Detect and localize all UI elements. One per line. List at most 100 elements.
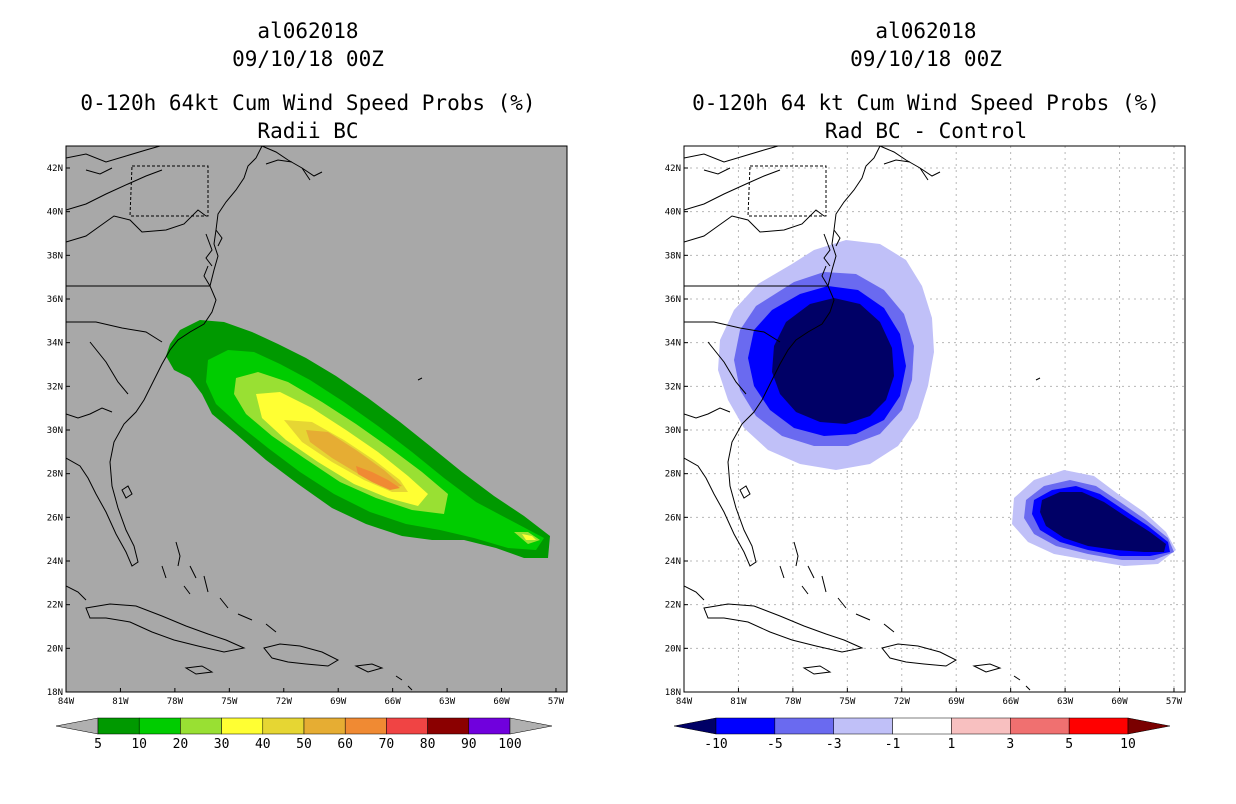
lon-label: 69W <box>948 697 965 707</box>
colorbar-swatch <box>180 717 222 735</box>
colorbar-label: 10 <box>1120 737 1136 752</box>
lon-label: 81W <box>112 697 129 707</box>
colorbar-label: -10 <box>704 737 727 752</box>
lon-label: 84W <box>676 697 693 707</box>
colorbar-swatch <box>715 717 776 735</box>
colorbar-under-triangle <box>673 717 717 735</box>
colorbar-label: 1 <box>948 737 956 752</box>
lat-label: 22N <box>47 601 63 611</box>
right-subtitle: Rad BC - Control <box>825 119 1027 143</box>
lat-label: 38N <box>665 251 681 261</box>
lat-label: 18N <box>665 688 681 698</box>
lat-label: 38N <box>47 251 63 261</box>
lat-label: 24N <box>665 557 681 567</box>
colorbar-swatch <box>427 717 470 735</box>
right-gridlines <box>684 146 1185 692</box>
colorbar-label: 5 <box>1065 737 1073 752</box>
colorbar-swatch <box>774 717 834 735</box>
colorbar-swatch <box>303 717 346 735</box>
colorbar-label: 50 <box>296 737 312 752</box>
lat-label: 20N <box>665 644 681 654</box>
colorbar-label: 5 <box>94 737 102 752</box>
colorbar-over-triangle <box>509 717 553 735</box>
lon-label: 78W <box>785 697 802 707</box>
left-contour-60 <box>356 466 400 490</box>
colorbar-swatch <box>262 717 305 735</box>
lat-label: 40N <box>47 208 63 218</box>
lat-label: 32N <box>47 382 63 392</box>
left-datetime: 09/10/18 00Z <box>232 47 384 71</box>
left-contour-50 <box>306 430 402 488</box>
lon-label: 66W <box>1003 697 1020 707</box>
lon-label: 72W <box>276 697 293 707</box>
colorbar-label: -5 <box>767 737 783 752</box>
left-axis-labels: 42N40N38N36N34N32N30N28N26N24N22N20N18N8… <box>47 164 565 707</box>
left-colorbar: 5 10 20 30 40 50 60 70 80 90 100 <box>55 717 553 752</box>
lat-label: 24N <box>47 557 63 567</box>
colorbar-label: 3 <box>1006 737 1014 752</box>
colorbar-swatch <box>951 717 1011 735</box>
lon-label: 60W <box>493 697 510 707</box>
colorbar-label: 30 <box>214 737 230 752</box>
lon-label: 78W <box>167 697 184 707</box>
lon-label: 63W <box>1057 697 1074 707</box>
left-title: 0-120h 64kt Cum Wind Speed Probs (%) <box>80 91 535 115</box>
left-map-frame <box>65 145 568 693</box>
colorbar-label: 10 <box>131 737 147 752</box>
lat-label: 20N <box>47 644 63 654</box>
lon-label: 75W <box>221 697 238 707</box>
lat-label: 34N <box>665 339 681 349</box>
right-map-frame <box>683 145 1186 693</box>
left-storm-id: al062018 <box>257 19 358 43</box>
lon-label: 84W <box>58 697 75 707</box>
left-panel: al062018 09/10/18 00Z 0-120h 64kt Cum Wi… <box>47 19 568 752</box>
lon-label: 57W <box>1166 697 1183 707</box>
right-title: 0-120h 64 kt Cum Wind Speed Probs (%) <box>692 91 1160 115</box>
right-storm-id: al062018 <box>875 19 976 43</box>
colorbar-swatch <box>386 717 428 735</box>
lon-label: 81W <box>730 697 747 707</box>
lat-label: 28N <box>47 470 63 480</box>
lat-label: 22N <box>665 601 681 611</box>
colorbar-swatch <box>221 717 264 735</box>
left-contour-30 <box>256 392 536 540</box>
colorbar-under-triangle <box>55 717 99 735</box>
colorbar-swatch <box>1010 717 1070 735</box>
colorbar-label: 40 <box>255 737 271 752</box>
right-axis-labels: 42N40N38N36N34N32N30N28N26N24N22N20N18N8… <box>665 164 1183 707</box>
lon-label: 66W <box>385 697 402 707</box>
lat-label: 26N <box>47 513 63 523</box>
lat-label: 34N <box>47 339 63 349</box>
right-contour-neg10-a <box>772 298 894 424</box>
lat-label: 28N <box>665 470 681 480</box>
lat-label: 32N <box>665 382 681 392</box>
colorbar-swatch <box>138 717 181 735</box>
colorbar-swatch <box>892 717 952 735</box>
right-map-area <box>684 146 1185 692</box>
left-subtitle: Radii BC <box>257 119 358 143</box>
lat-label: 36N <box>47 295 63 305</box>
lat-label: 30N <box>665 426 681 436</box>
lon-label: 57W <box>548 697 565 707</box>
lat-label: 36N <box>665 295 681 305</box>
lat-label: 30N <box>47 426 63 436</box>
colorbar-label: 60 <box>337 737 353 752</box>
right-contour-neg10-b <box>1040 492 1166 552</box>
lon-label: 69W <box>330 697 347 707</box>
colorbar-swatch <box>833 717 893 735</box>
lon-label: 72W <box>894 697 911 707</box>
colorbar-label: 20 <box>173 737 189 752</box>
left-map-area <box>66 146 550 691</box>
colorbar-label: 100 <box>498 737 521 752</box>
colorbar-label: 90 <box>461 737 477 752</box>
colorbar-swatch <box>97 717 140 735</box>
colorbar-label: -1 <box>885 737 901 752</box>
right-panel: al062018 09/10/18 00Z 0-120h 64 kt Cum W… <box>665 19 1186 752</box>
lon-label: 60W <box>1111 697 1128 707</box>
lat-label: 42N <box>665 164 681 174</box>
colorbar-label: 70 <box>379 737 395 752</box>
colorbar-swatch <box>344 717 387 735</box>
colorbar-label: -3 <box>826 737 842 752</box>
lon-label: 75W <box>839 697 856 707</box>
